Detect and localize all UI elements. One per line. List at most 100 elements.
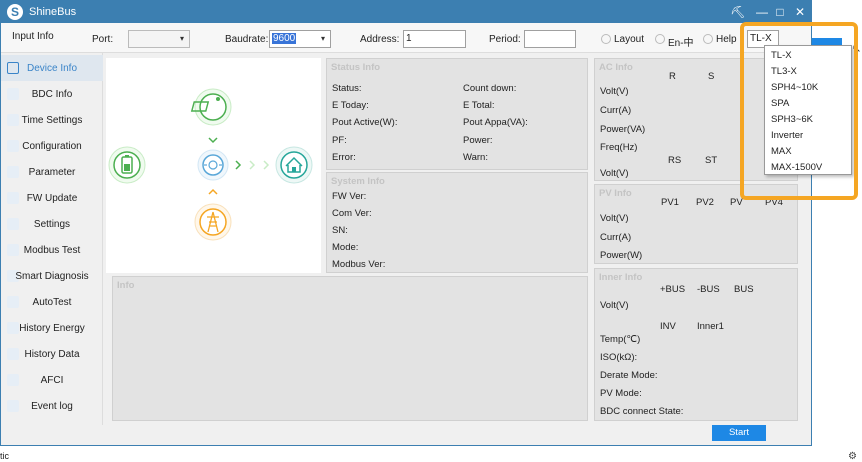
sidebar-item-label: Event log: [31, 401, 73, 412]
sidebar-item-label: History Data: [24, 349, 80, 360]
chevron-up-icon: [208, 188, 218, 195]
chevron-down-icon: ▾: [179, 34, 184, 43]
input-info-label: Input Info: [12, 31, 54, 42]
maximize-icon[interactable]: □: [776, 5, 784, 19]
cursor-icon: ↖: [852, 43, 862, 55]
background-app-bar: [812, 38, 842, 48]
modbus-ver-label: Modbus Ver:: [332, 259, 386, 270]
pf-label: PF:: [332, 135, 347, 146]
model-select[interactable]: TL-X: [747, 30, 779, 48]
sidebar-item-fw-update[interactable]: FW Update: [1, 185, 103, 211]
sidebar-item-label: FW Update: [26, 193, 78, 204]
inner-col-minus-bus: -BUS: [697, 284, 720, 295]
address-input[interactable]: 1: [403, 30, 466, 48]
sidebar-item-label: Smart Diagnosis: [15, 271, 89, 282]
inner-volt-label: Volt(V): [600, 300, 629, 311]
sidebar-item-bdc-info[interactable]: BDC Info: [1, 81, 103, 107]
ac-info-title: AC Info: [599, 62, 633, 73]
port-label: Port:: [92, 34, 114, 45]
app-logo-icon: S: [7, 4, 23, 20]
fw-ver-label: FW Ver:: [332, 191, 367, 202]
dropdown-option-max-1500v[interactable]: MAX-1500V: [771, 162, 823, 173]
layout-label[interactable]: Layout: [614, 34, 645, 45]
modbus-icon: [7, 244, 19, 256]
info-panel: Info: [112, 276, 588, 421]
layout-radio[interactable]: [601, 34, 611, 44]
ac-col-st: ST: [705, 155, 718, 166]
dropdown-option-tl-x[interactable]: TL-X: [771, 50, 792, 61]
sn-label: SN:: [332, 225, 348, 236]
sidebar-item-label: Configuration: [22, 141, 82, 152]
inner-col-inner1: Inner1: [697, 321, 724, 332]
pv-curr-label: Curr(A): [600, 232, 632, 243]
ac-col-r: R: [669, 71, 676, 82]
parameter-icon: [7, 166, 19, 178]
language-radio[interactable]: [655, 34, 665, 44]
ac-curr-label: Curr(A): [600, 105, 632, 116]
dropdown-option-inverter[interactable]: Inverter: [771, 130, 804, 141]
sidebar-item-autotest[interactable]: AutoTest: [1, 289, 103, 315]
inner-col-plus-bus: +BUS: [660, 284, 686, 295]
window-title: ShineBus: [29, 6, 77, 18]
inner-info-title: Inner Info: [599, 272, 643, 283]
sidebar-item-modbus-test[interactable]: Modbus Test: [1, 237, 103, 263]
com-ver-label: Com Ver:: [332, 208, 372, 219]
dropdown-option-sph4-10k[interactable]: SPH4~10K: [771, 82, 819, 93]
count-down-label: Count down:: [463, 83, 517, 94]
pv-info-title: PV Info: [599, 188, 632, 199]
minimize-icon[interactable]: —: [756, 5, 768, 19]
sidebar-item-label: Settings: [33, 219, 71, 230]
sidebar-item-configuration[interactable]: Configuration: [1, 133, 103, 159]
sidebar-item-parameter[interactable]: Parameter: [1, 159, 103, 185]
e-today-label: E Today:: [332, 100, 369, 111]
help-icon[interactable]: [703, 34, 713, 44]
sidebar-item-history-data[interactable]: History Data: [1, 341, 103, 367]
model-dropdown-list: TL-X TL3-X SPH4~10K SPA SPH3~6K Inverter…: [764, 45, 852, 175]
data-icon: [7, 348, 19, 360]
inverter-icon: [197, 149, 229, 181]
sidebar-item-afci[interactable]: AFCI: [1, 367, 103, 393]
sidebar-item-smart-diagnosis[interactable]: Smart Diagnosis: [1, 263, 103, 289]
sidebar-item-device-info[interactable]: Device Info: [1, 55, 103, 81]
dropdown-option-tl3-x[interactable]: TL3-X: [771, 66, 797, 77]
home-icon: [275, 146, 313, 184]
chevron-down-icon: [208, 137, 218, 144]
config-icon: [7, 140, 19, 152]
language-label[interactable]: En-中: [668, 38, 694, 49]
dropdown-option-spa[interactable]: SPA: [771, 98, 790, 109]
dropdown-option-sph3-6k[interactable]: SPH3~6K: [771, 114, 813, 125]
status-label: Status:: [332, 83, 362, 94]
system-info-title: System Info: [331, 176, 385, 187]
period-input[interactable]: [524, 30, 576, 48]
sidebar-item-settings[interactable]: Settings: [1, 211, 103, 237]
close-icon[interactable]: ✕: [794, 5, 806, 19]
iso-label: ISO(kΩ):: [600, 352, 638, 363]
title-bar: S ShineBus ⛏ — □ ✕: [1, 1, 811, 23]
pv-col-2: PV2: [696, 197, 714, 208]
address-label: Address:: [360, 34, 400, 45]
dropdown-option-max[interactable]: MAX: [771, 146, 792, 157]
energy-flow-svg: [108, 88, 313, 241]
start-button[interactable]: Start: [712, 425, 766, 441]
ac-col-s: S: [708, 71, 715, 82]
ac-volt-label: Volt(V): [600, 86, 629, 97]
sidebar-item-time-settings[interactable]: Time Settings: [1, 107, 103, 133]
pout-appa-label: Pout Appa(VA):: [463, 117, 528, 128]
sidebar-item-history-energy[interactable]: History Energy: [1, 315, 103, 341]
diagnosis-icon: [7, 270, 19, 282]
pv-col-4: PV4: [765, 197, 783, 208]
shirt-icon[interactable]: ⛏: [730, 5, 746, 19]
port-select[interactable]: ▾: [128, 30, 190, 48]
warn-label: Warn:: [463, 152, 488, 163]
energy-icon: [7, 322, 19, 334]
baudrate-select[interactable]: 9600 ▾: [269, 30, 331, 48]
baudrate-value: 9600: [272, 33, 297, 44]
sidebar-item-event-log[interactable]: Event log: [1, 393, 103, 419]
app-window: S ShineBus ⛏ — □ ✕ Input Info Port: ▾ Ba…: [0, 0, 812, 446]
pv-mode-label: PV Mode:: [600, 388, 642, 399]
ac-line-volt-label: Volt(V): [600, 168, 629, 179]
afci-icon: [7, 374, 19, 386]
help-label[interactable]: Help: [716, 34, 737, 45]
sidebar-item-label: AutoTest: [32, 297, 72, 308]
status-info-title: Status Info: [331, 62, 381, 73]
